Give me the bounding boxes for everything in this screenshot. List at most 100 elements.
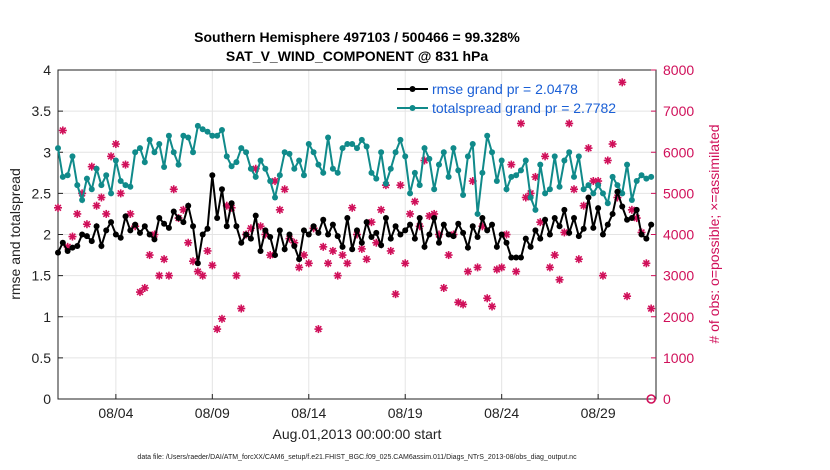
assimilated-obs-core [75, 212, 80, 216]
rmse-point [556, 223, 563, 230]
totalspread-point [561, 157, 568, 164]
totalspread-point [257, 157, 264, 164]
assimilated-obs-point [140, 283, 149, 292]
rmse-point [551, 215, 558, 222]
rmse-point [585, 194, 592, 201]
assimilated-obs-core [326, 261, 330, 266]
assimilated-obs-point [107, 152, 116, 161]
rmse-point [247, 235, 254, 242]
totalspread-point [387, 165, 394, 172]
totalspread-point [450, 145, 457, 152]
totalspread-point [223, 153, 230, 160]
totalspread-point [83, 175, 90, 182]
assimilated-obs-point [391, 290, 400, 299]
totalspread-point [585, 182, 592, 189]
totalspread-point [522, 157, 529, 164]
rmse-point [407, 221, 414, 228]
assimilated-obs-point [497, 263, 506, 272]
rmse-point [74, 243, 81, 250]
assimilated-obs-point [444, 251, 453, 260]
rmse-point [238, 239, 245, 246]
totalspread-point [595, 182, 602, 189]
rmse-point [170, 208, 177, 215]
totalspread-point [233, 159, 240, 166]
totalspread-point [276, 172, 283, 179]
y-left-tick-label: 1 [43, 309, 51, 325]
totalspread-point [614, 182, 621, 189]
assimilated-obs-core [143, 286, 147, 290]
assimilated-obs-core [253, 166, 258, 171]
rmse-point [349, 246, 356, 253]
y-left-tick-label: 4 [43, 62, 51, 78]
rmse-point [320, 216, 327, 223]
possible-obs-point [646, 394, 656, 404]
rmse-point [199, 231, 206, 238]
totalspread-point [214, 132, 221, 139]
assimilated-obs-core [548, 265, 552, 270]
rmse-point [493, 243, 500, 250]
totalspread-point [79, 196, 86, 203]
rmse-point [421, 243, 428, 250]
rmse-point [165, 224, 172, 231]
rmse-point [325, 231, 332, 238]
assimilated-obs-core [572, 187, 576, 192]
y-axis-right-label: # of obs: o=possible; ×=assimilated [706, 124, 722, 343]
legend-entry: rmse grand pr = 2.0478 [397, 81, 578, 97]
assimilated-obs-core [167, 273, 171, 278]
assimilated-obs-core [379, 208, 383, 212]
rmse-point [590, 224, 597, 231]
totalspread-point [243, 149, 250, 156]
totalspread-point [421, 145, 428, 152]
totalspread-point [64, 172, 71, 179]
assimilated-obs-point [488, 302, 497, 311]
totalspread-point [170, 149, 177, 156]
totalspread-point [69, 153, 76, 160]
totalspread-point [199, 126, 206, 133]
rmse-point [479, 215, 486, 222]
rmse-point [435, 239, 442, 246]
assimilated-obs-core [196, 269, 200, 274]
totalspread-point [334, 169, 341, 176]
totalspread-point [489, 149, 496, 156]
assimilated-obs-point [295, 263, 304, 272]
totalspread-point [117, 178, 124, 185]
totalspread-point [204, 128, 211, 135]
rmse-point [358, 239, 365, 246]
assimilated-obs-core [427, 214, 432, 218]
assimilated-obs-core [581, 203, 586, 208]
assimilated-obs-point [406, 209, 415, 218]
totalspread-point [136, 145, 143, 152]
rmse-point [276, 227, 283, 234]
assimilated-obs-point [92, 201, 101, 210]
totalspread-point [185, 134, 192, 141]
assimilated-obs-point [410, 197, 419, 206]
totalspread-point [165, 132, 172, 139]
rmse-point [517, 254, 524, 261]
totalspread-point [373, 175, 380, 182]
assimilated-obs-core [350, 205, 354, 210]
assimilated-obs-core [191, 259, 195, 264]
assimilated-obs-core [364, 257, 369, 261]
assimilated-obs-core [147, 253, 152, 257]
totalspread-point [382, 180, 389, 187]
rmse-point [489, 221, 496, 228]
assimilated-obs-core [413, 199, 417, 204]
totalspread-point [566, 149, 573, 156]
totalspread-point [238, 145, 245, 152]
totalspread-point [460, 192, 467, 199]
assimilated-obs-core [99, 195, 104, 200]
assimilated-obs-core [562, 230, 567, 235]
assimilated-obs-core [644, 261, 649, 266]
rmse-point [527, 243, 534, 250]
totalspread-point [112, 157, 119, 164]
assimilated-obs-core [543, 154, 547, 159]
rmse-point [643, 235, 650, 242]
assimilated-obs-core [533, 175, 538, 179]
totalspread-point [455, 167, 462, 174]
rmse-point [604, 221, 611, 228]
assimilated-obs-point [584, 144, 593, 153]
assimilated-obs-point [439, 283, 448, 292]
assimilated-obs-point [362, 255, 371, 264]
rmse-point [55, 249, 61, 256]
legend-label: totalspread grand pr = 2.7782 [432, 100, 616, 116]
